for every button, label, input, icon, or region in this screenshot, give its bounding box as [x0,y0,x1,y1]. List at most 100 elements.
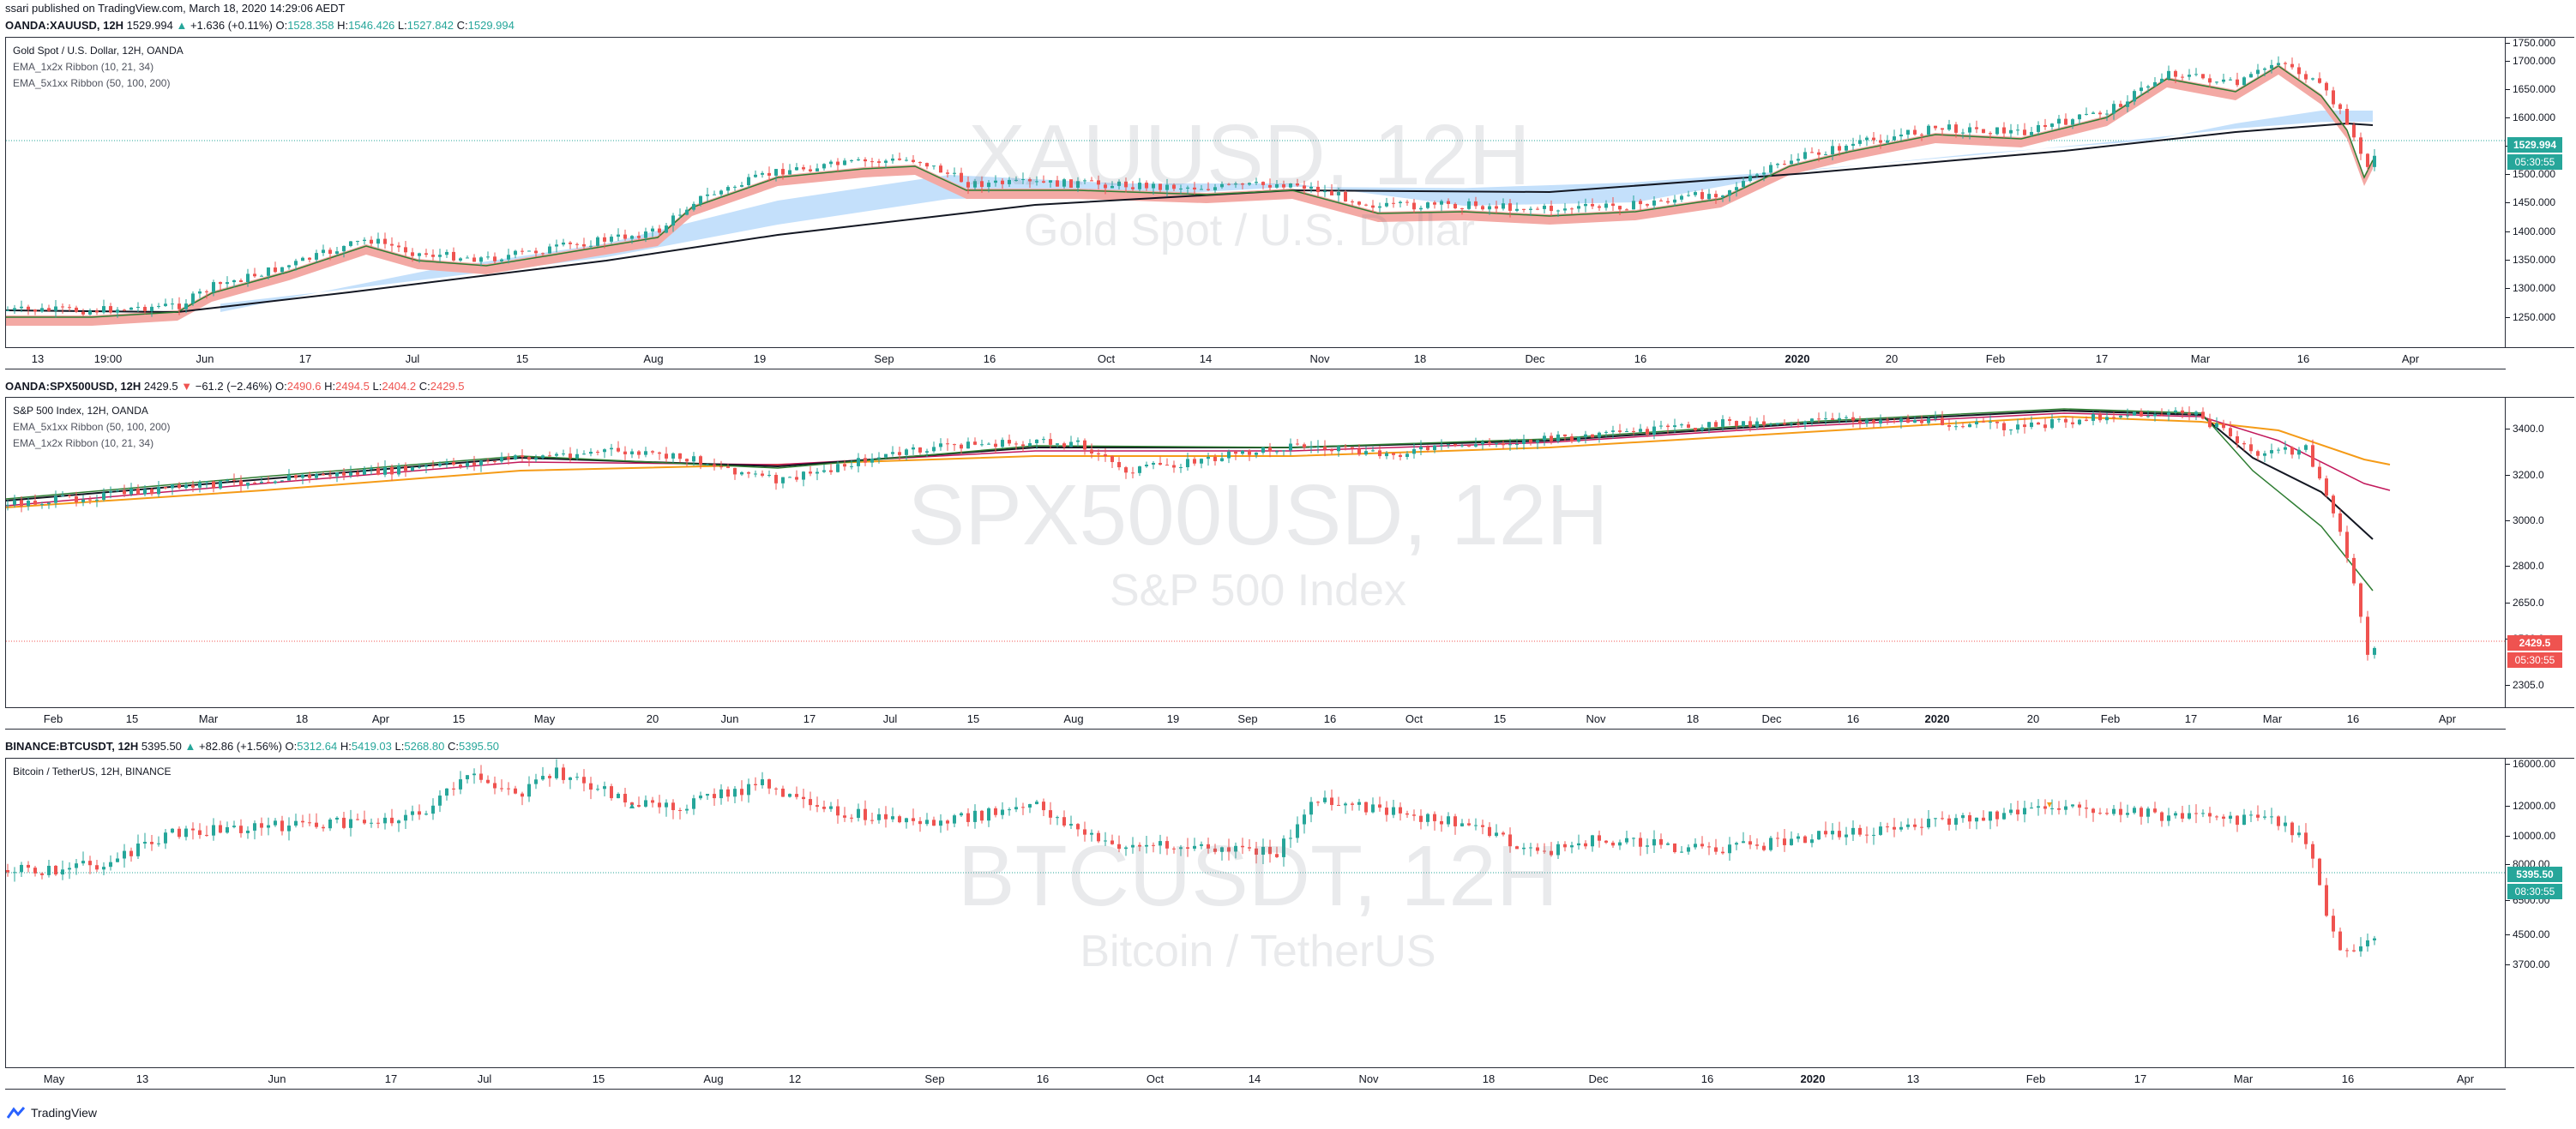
spx-candle [1454,443,1457,446]
spx-candle [1062,443,1066,447]
spx-candle [1769,424,1773,426]
btc-candle [2208,813,2212,817]
gold-candle [33,309,37,312]
btc-candle [1323,797,1327,802]
gold-candle [2270,64,2273,69]
gold-candle [864,159,867,162]
spx-chart-pane[interactable]: S&P 500 Index, 12H, OANDA EMA_5x1xx Ribb… [5,397,2506,708]
spx-price-axis[interactable]: 3400.03200.03000.02800.02650.02530.02305… [2506,397,2574,708]
btc-symbol-header: BINANCE:BTCUSDT, 12H 5395.50 ▲ +82.86 (+… [5,740,499,753]
price-axis-label: 1500.000 [2505,168,2556,180]
btc-candle [1399,807,1402,814]
gold-candle [6,309,9,311]
spx-legend-ema-ribbon-1[interactable]: EMA_5x1xx Ribbon (50, 100, 200) [13,421,171,433]
time-axis-label: Aug [703,1072,724,1085]
spx-candle [1673,425,1676,428]
gold-candle [2201,74,2205,79]
btc-chart-pane[interactable]: Bitcoin / TetherUS, 12H, BINANCE BTCUSDT… [5,758,2506,1068]
btc-candle [809,799,812,806]
gold-candle [1412,202,1416,210]
time-axis-label: 16 [1700,1072,1714,1085]
gold-candle [1735,187,1738,190]
btc-candle [1241,845,1244,848]
time-axis-label: Mar [2233,1072,2254,1085]
gold-candle [1344,191,1347,202]
gold-legend-ema-ribbon-2[interactable]: EMA_5x1xx Ribbon (50, 100, 200) [13,77,171,89]
time-axis-label: May [533,712,556,725]
btc-candle [1021,807,1025,808]
gold-candle [1337,191,1340,195]
spx-legend-title[interactable]: S&P 500 Index, 12H, OANDA [13,405,148,417]
btc-candle [1591,835,1594,847]
gold-chart-pane[interactable]: Gold Spot / U.S. Dollar, 12H, OANDA EMA_… [5,37,2506,348]
btc-candle [109,862,112,868]
price-axis-label: 1350.000 [2505,254,2556,266]
spx-candle [1364,451,1368,455]
gold-candle [1611,203,1615,207]
price-axis-label: 1250.000 [2505,311,2556,323]
spx-candle [1042,439,1045,441]
gold-candle [898,158,901,160]
btc-candle [1536,847,1539,851]
spx-candle [2332,495,2335,513]
btc-candle [472,773,476,776]
gold-candle [2229,79,2232,81]
gold-candle [301,257,304,261]
spx-candle [376,468,380,475]
gold-candle [2098,112,2102,115]
spx-candle [630,451,634,454]
btc-candle [603,786,606,790]
gold-candle [493,256,497,261]
gold-candle [349,241,352,246]
btc-candle [459,779,462,790]
spx-plot[interactable] [6,398,2506,708]
gold-legend-ema-ribbon-1[interactable]: EMA_1x2x Ribbon (10, 21, 34) [13,61,154,73]
btc-candle [713,794,716,799]
time-axis-label: 14 [1199,352,1213,365]
gold-price-axis[interactable]: 1750.0001700.0001650.0001600.0001550.000… [2505,37,2574,348]
btc-symbol[interactable]: BINANCE:BTCUSDT, 12H [5,740,139,753]
btc-candle [1385,808,1388,815]
spx-candle [1515,443,1519,445]
gold-candle [1886,140,1889,143]
btc-candle [376,822,380,824]
ema-10-line [6,408,2374,592]
btc-candle [1598,835,1601,841]
time-axis-label: Mar [198,712,219,725]
btc-candle [2277,816,2280,826]
gold-legend-title[interactable]: Gold Spot / U.S. Dollar, 12H, OANDA [13,45,184,57]
btc-plot[interactable] [6,759,2506,1068]
gold-symbol[interactable]: OANDA:XAUUSD, 12H [5,19,123,32]
btc-candle [1584,843,1587,847]
gold-candle [1591,203,1594,207]
btc-candle [507,788,510,790]
gold-candle [452,251,455,261]
spx-candle [493,460,497,462]
btc-candle [1783,838,1786,845]
btc-candle [562,767,565,780]
gold-candle [1419,207,1423,210]
spx-candle [877,457,881,459]
tradingview-brand[interactable]: TradingView [6,1106,97,1120]
btc-legend-title[interactable]: Bitcoin / TetherUS, 12H, BINANCE [13,766,172,778]
spx-candle [2085,419,2088,421]
spx-symbol[interactable]: OANDA:SPX500USD, 12H [5,380,141,393]
btc-candle [1056,817,1059,819]
btc-candle [1735,843,1738,845]
btc-candle [671,802,675,811]
btc-time-axis[interactable]: May 13 Jun 17 Jul 15 Aug 12 Sep 16 Oct 14 Nov 18 Dec 16… [5,1068,2506,1090]
spx-candle [1694,428,1697,431]
gold-time-axis[interactable]: 13 19:00 Jun 17 Jul 15 Aug 19 Sep 16 Oct 14 Nov 18 Dec… [5,348,2506,369]
gold-plot[interactable] [6,38,2506,348]
spx-time-axis[interactable]: Feb 15 Mar 18 Apr 15 May 20 Jun 17 Jul 15 Aug 19 Sep 16… [5,708,2506,730]
btc-candle [123,850,126,859]
spx-candle [1330,449,1333,452]
btc-candle [987,808,990,821]
spx-candle [1618,430,1622,432]
btc-price-axis[interactable]: 16000.00 12000.00 10000.00 8000.00 6500.00 45… [2505,758,2574,1068]
spx-candle [1179,467,1183,469]
spx-legend-ema-ribbon-2[interactable]: EMA_1x2x Ribbon (10, 21, 34) [13,437,154,449]
gold-candle [678,214,682,216]
btc-candle [2160,812,2164,821]
btc-candle [699,796,702,799]
